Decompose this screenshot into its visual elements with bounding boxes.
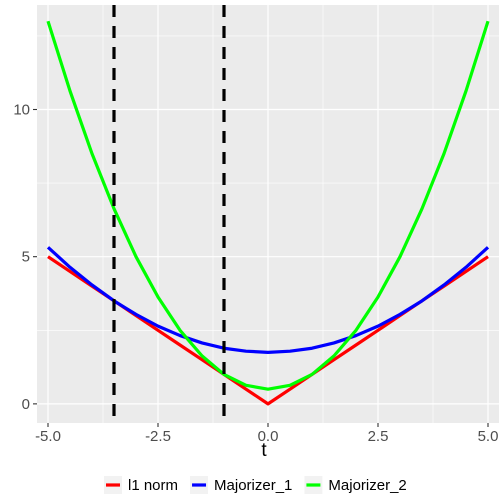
legend-label: Majorizer_2 bbox=[328, 477, 406, 494]
y-tick-label: 5 bbox=[22, 249, 30, 266]
x-tick-labels: -5.0 -2.5 0.0 2.5 5.0 bbox=[35, 428, 498, 445]
legend-item-majorizer-2: Majorizer_2 bbox=[304, 476, 406, 494]
legend-item-l1-norm: l1 norm bbox=[104, 476, 178, 494]
legend-item-majorizer-1: Majorizer_1 bbox=[190, 476, 292, 494]
legend-label: Majorizer_1 bbox=[214, 477, 292, 494]
y-tick-label: 10 bbox=[13, 102, 30, 119]
x-tick-label: 2.5 bbox=[368, 428, 389, 445]
x-tick-label: -5.0 bbox=[35, 428, 61, 445]
x-tick-label: -2.5 bbox=[145, 428, 171, 445]
y-tick-label: 0 bbox=[22, 396, 30, 413]
legend: l1 norm Majorizer_1 Majorizer_2 bbox=[104, 476, 407, 494]
legend-label: l1 norm bbox=[128, 477, 178, 494]
x-tick-label: 5.0 bbox=[478, 428, 499, 445]
y-tick-labels: 0 5 10 bbox=[13, 102, 30, 413]
x-axis-title: t bbox=[261, 440, 267, 461]
